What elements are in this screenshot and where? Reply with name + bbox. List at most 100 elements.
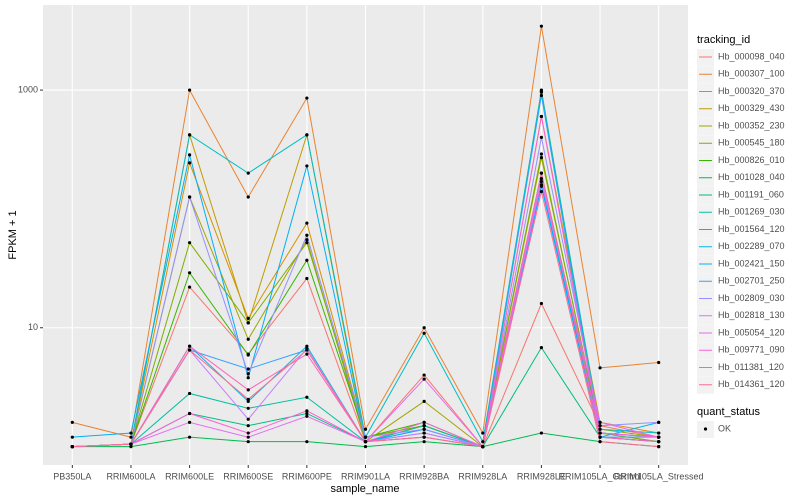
point	[539, 346, 544, 350]
point	[246, 372, 250, 376]
point	[539, 176, 544, 181]
point	[246, 171, 250, 175]
point	[246, 316, 250, 320]
point	[246, 388, 250, 392]
legend-label: Hb_000307_100	[718, 69, 785, 79]
point	[246, 424, 250, 428]
point	[422, 424, 426, 428]
legend-label: Hb_001191_060	[718, 189, 784, 199]
x-tick-label: RRIM105LA_Stressed	[614, 471, 704, 481]
point	[598, 435, 602, 439]
point	[305, 133, 309, 137]
point	[305, 409, 309, 413]
x-tick-label: RRIM901LA	[341, 471, 390, 481]
point	[657, 360, 661, 365]
point	[598, 427, 602, 431]
point	[187, 241, 192, 245]
point	[70, 420, 74, 424]
legend-label: Hb_002818_130	[718, 310, 785, 320]
point	[363, 435, 368, 439]
point	[305, 395, 309, 399]
legend-title: tracking_id	[697, 34, 750, 46]
point	[598, 440, 602, 444]
point	[422, 377, 426, 381]
point	[246, 397, 250, 401]
point	[129, 442, 133, 446]
point	[246, 435, 250, 439]
point	[539, 301, 544, 306]
point	[598, 366, 602, 370]
point	[187, 435, 192, 439]
x-axis-title: sample_name	[330, 483, 399, 495]
point	[246, 431, 250, 435]
x-tick-label: RRIM105LA_Control	[559, 471, 642, 481]
point	[305, 258, 309, 262]
point	[539, 114, 544, 119]
point	[129, 435, 133, 439]
point	[246, 337, 250, 341]
y-tick-label: 10	[28, 322, 38, 332]
point	[187, 153, 192, 157]
y-tick-label: 1000	[18, 84, 38, 94]
point	[598, 431, 602, 435]
point	[657, 431, 661, 435]
point	[539, 135, 544, 139]
point	[187, 271, 192, 275]
legend-label: Hb_014361_120	[718, 379, 785, 389]
x-tick-label: RRIM600LE	[165, 471, 214, 481]
legend-label: Hb_000826_010	[718, 155, 785, 165]
x-tick-label: RRIM600SE	[223, 471, 273, 481]
legend-label: Hb_005054_120	[718, 327, 785, 337]
point	[305, 164, 309, 168]
point	[246, 376, 250, 380]
point	[422, 420, 426, 424]
legend-label: Hb_000098_040	[718, 51, 785, 61]
point	[187, 391, 192, 396]
point	[481, 431, 485, 435]
point	[422, 435, 426, 439]
point	[246, 406, 250, 410]
x-tick-label: RRIM928LA	[458, 471, 507, 481]
point	[305, 276, 309, 281]
point	[305, 233, 309, 237]
point	[246, 321, 250, 325]
x-tick-label: RRIM928LE	[517, 471, 566, 481]
legend-label: Hb_000320_370	[718, 86, 785, 96]
point	[246, 195, 250, 199]
point	[305, 352, 309, 356]
point	[598, 420, 602, 424]
point	[422, 326, 426, 330]
legend-label: Hb_000329_430	[718, 103, 785, 113]
point	[539, 152, 544, 156]
legend-label: Hb_000545_180	[718, 138, 785, 148]
point	[539, 89, 544, 93]
point	[246, 353, 250, 357]
point	[129, 444, 133, 449]
legend-label: Hb_001028_040	[718, 172, 785, 182]
point	[657, 444, 661, 449]
point	[657, 440, 661, 444]
point	[305, 411, 309, 416]
point	[481, 444, 485, 449]
point	[363, 440, 368, 444]
point	[539, 431, 544, 435]
shape-legend-title: quant_status	[697, 406, 760, 418]
legend-label: Hb_001269_030	[718, 207, 785, 217]
point	[187, 161, 192, 165]
point	[305, 221, 309, 225]
x-tick-label: PB350LA	[53, 471, 91, 481]
point	[422, 440, 426, 444]
point	[539, 184, 544, 188]
point	[363, 444, 368, 449]
point	[539, 93, 544, 98]
point	[539, 189, 544, 194]
y-axis-title: FPKM + 1	[7, 210, 19, 259]
point	[305, 96, 309, 100]
point	[305, 414, 309, 418]
point	[187, 348, 192, 352]
legend-label: Hb_001564_120	[718, 224, 785, 234]
point	[657, 435, 661, 439]
point	[246, 367, 250, 371]
